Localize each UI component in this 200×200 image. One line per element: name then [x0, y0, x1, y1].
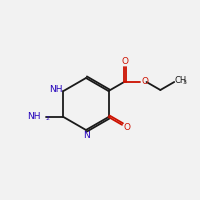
Text: O: O: [141, 77, 148, 86]
Text: CH: CH: [174, 76, 186, 85]
Text: O: O: [121, 57, 128, 66]
Text: O: O: [123, 123, 130, 132]
Text: NH: NH: [49, 85, 62, 94]
Text: NH: NH: [27, 112, 41, 120]
Text: 2: 2: [46, 116, 50, 121]
Text: 3: 3: [183, 80, 187, 85]
Text: N: N: [84, 131, 90, 140]
